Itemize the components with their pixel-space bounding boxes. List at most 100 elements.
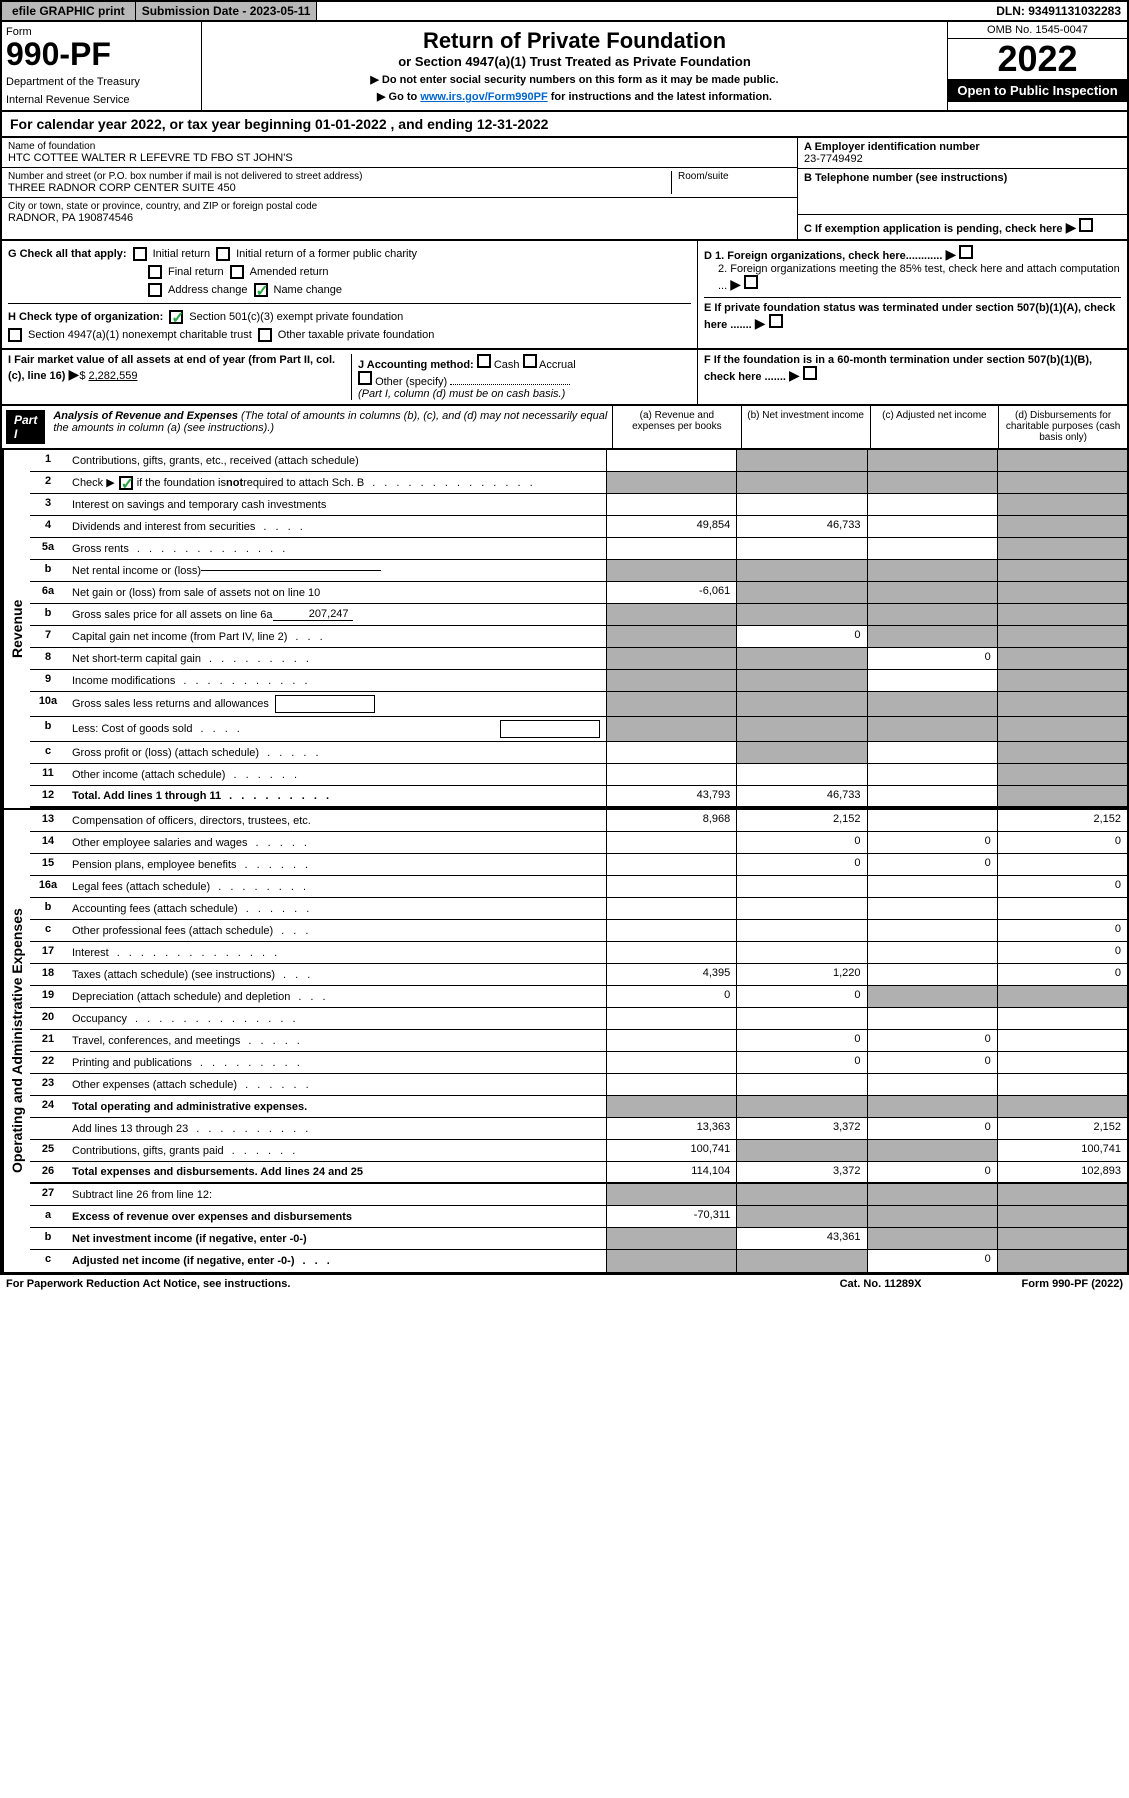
g-name-checkbox[interactable] bbox=[254, 283, 268, 297]
d1-checkbox[interactable] bbox=[959, 245, 973, 259]
r26-a: 114,104 bbox=[606, 1162, 736, 1182]
h-label: H Check type of organization: bbox=[8, 311, 163, 323]
line-10b: Less: Cost of goods sold. . . . bbox=[66, 717, 606, 741]
r21-c: 0 bbox=[867, 1030, 997, 1051]
c-label: C If exemption application is pending, c… bbox=[804, 223, 1063, 235]
form-header: Form 990-PF Department of the Treasury I… bbox=[0, 22, 1129, 112]
phone-label: B Telephone number (see instructions) bbox=[804, 172, 1121, 184]
r25-a: 100,741 bbox=[606, 1140, 736, 1161]
r18-b: 1,220 bbox=[736, 964, 866, 985]
r24-d: 2,152 bbox=[997, 1118, 1127, 1139]
pra-notice: For Paperwork Reduction Act Notice, see … bbox=[6, 1278, 290, 1290]
line-6b: Gross sales price for all assets on line… bbox=[66, 604, 606, 625]
r12-a: 43,793 bbox=[606, 786, 736, 806]
revenue-section: Revenue 1Contributions, gifts, grants, e… bbox=[0, 450, 1129, 810]
i-label: I Fair market value of all assets at end… bbox=[8, 354, 335, 382]
h-4947-checkbox[interactable] bbox=[8, 328, 22, 342]
r24-a: 13,363 bbox=[606, 1118, 736, 1139]
part1-title: Analysis of Revenue and Expenses bbox=[53, 410, 238, 422]
line-14: Other employee salaries and wages. . . .… bbox=[66, 832, 606, 853]
col-a-header: (a) Revenue and expenses per books bbox=[612, 406, 741, 448]
g-final-checkbox[interactable] bbox=[148, 265, 162, 279]
r14-b: 0 bbox=[736, 832, 866, 853]
open-public-badge: Open to Public Inspection bbox=[948, 79, 1127, 102]
h-other-checkbox[interactable] bbox=[258, 328, 272, 342]
r15-c: 0 bbox=[867, 854, 997, 875]
d2-checkbox[interactable] bbox=[744, 275, 758, 289]
line-27a: Excess of revenue over expenses and disb… bbox=[66, 1206, 606, 1227]
g-name-label: Name change bbox=[274, 284, 343, 296]
f-label: F If the foundation is in a 60-month ter… bbox=[704, 354, 1092, 383]
page-footer: For Paperwork Reduction Act Notice, see … bbox=[0, 1274, 1129, 1293]
g-initial-former-checkbox[interactable] bbox=[216, 247, 230, 261]
line-4: Dividends and interest from securities. … bbox=[66, 516, 606, 537]
r14-c: 0 bbox=[867, 832, 997, 853]
line-16c: Other professional fees (attach schedule… bbox=[66, 920, 606, 941]
efile-bar: efile GRAPHIC print Submission Date - 20… bbox=[0, 0, 1129, 22]
line-9: Income modifications. . . . . . . . . . … bbox=[66, 670, 606, 691]
r24-c: 0 bbox=[867, 1118, 997, 1139]
room-label: Room/suite bbox=[678, 171, 791, 182]
c-checkbox[interactable] bbox=[1079, 218, 1093, 232]
submission-date: Submission Date - 2023-05-11 bbox=[136, 2, 318, 20]
h-501c3-label: Section 501(c)(3) exempt private foundat… bbox=[189, 311, 403, 323]
ein-value: 23-7749492 bbox=[804, 153, 1121, 165]
line-3: Interest on savings and temporary cash i… bbox=[66, 494, 606, 515]
j-accrual-checkbox[interactable] bbox=[523, 354, 537, 368]
line-15: Pension plans, employee benefits. . . . … bbox=[66, 854, 606, 875]
r4-a: 49,854 bbox=[606, 516, 736, 537]
r26-d: 102,893 bbox=[997, 1162, 1127, 1182]
col-b-header: (b) Net investment income bbox=[741, 406, 870, 448]
line-5b: Net rental income or (loss) bbox=[66, 560, 606, 581]
r18-a: 4,395 bbox=[606, 964, 736, 985]
schb-checkbox[interactable] bbox=[119, 476, 133, 490]
g-final-label: Final return bbox=[168, 266, 224, 278]
efile-print-button[interactable]: efile GRAPHIC print bbox=[2, 2, 136, 20]
g-label: G Check all that apply: bbox=[8, 248, 127, 260]
line-19: Depreciation (attach schedule) and deple… bbox=[66, 986, 606, 1007]
j-other-checkbox[interactable] bbox=[358, 371, 372, 385]
calendar-year-row: For calendar year 2022, or tax year begi… bbox=[0, 112, 1129, 138]
ssn-note: ▶ Do not enter social security numbers o… bbox=[208, 73, 941, 86]
r12-b: 46,733 bbox=[736, 786, 866, 806]
r26-b: 3,372 bbox=[736, 1162, 866, 1182]
r8-c: 0 bbox=[867, 648, 997, 669]
dept-treasury: Department of the Treasury bbox=[6, 76, 197, 88]
f-checkbox[interactable] bbox=[803, 366, 817, 380]
d1-label: D 1. Foreign organizations, check here..… bbox=[704, 250, 942, 262]
line-10a: Gross sales less returns and allowances bbox=[66, 692, 606, 716]
g-addr-checkbox[interactable] bbox=[148, 283, 162, 297]
r22-b: 0 bbox=[736, 1052, 866, 1073]
r6a-a: -6,061 bbox=[606, 582, 736, 603]
h-501c3-checkbox[interactable] bbox=[169, 310, 183, 324]
checks-i-j-f: I Fair market value of all assets at end… bbox=[0, 350, 1129, 406]
form-title: Return of Private Foundation bbox=[208, 28, 941, 54]
line-24b: Add lines 13 through 23. . . . . . . . .… bbox=[66, 1118, 606, 1139]
e-checkbox[interactable] bbox=[769, 314, 783, 328]
r27a-a: -70,311 bbox=[606, 1206, 736, 1227]
city-label: City or town, state or province, country… bbox=[8, 201, 791, 212]
r27b-b: 43,361 bbox=[736, 1228, 866, 1249]
form-ref: Form 990-PF (2022) bbox=[1022, 1278, 1123, 1290]
ein-label: A Employer identification number bbox=[804, 141, 1121, 153]
form-number: 990-PF bbox=[6, 38, 197, 70]
j-cash-checkbox[interactable] bbox=[477, 354, 491, 368]
g-initial-label: Initial return bbox=[153, 248, 210, 260]
irs-link[interactable]: www.irs.gov/Form990PF bbox=[420, 91, 547, 103]
line-21: Travel, conferences, and meetings. . . .… bbox=[66, 1030, 606, 1051]
r13-d: 2,152 bbox=[997, 810, 1127, 831]
r14-d: 0 bbox=[997, 832, 1127, 853]
expenses-sidebar: Operating and Administrative Expenses bbox=[2, 810, 30, 1272]
r25-d: 100,741 bbox=[997, 1140, 1127, 1161]
form-subtitle: or Section 4947(a)(1) Trust Treated as P… bbox=[208, 54, 941, 69]
g-initial-checkbox[interactable] bbox=[133, 247, 147, 261]
g-amended-checkbox[interactable] bbox=[230, 265, 244, 279]
part1-label: Part I bbox=[6, 410, 45, 444]
line-26: Total expenses and disbursements. Add li… bbox=[66, 1162, 606, 1182]
line-7: Capital gain net income (from Part IV, l… bbox=[66, 626, 606, 647]
street-address: THREE RADNOR CORP CENTER SUITE 450 bbox=[8, 182, 671, 194]
r13-a: 8,968 bbox=[606, 810, 736, 831]
line-27c: Adjusted net income (if negative, enter … bbox=[66, 1250, 606, 1272]
part1-header: Part I Analysis of Revenue and Expenses … bbox=[0, 406, 1129, 450]
j-note: (Part I, column (d) must be on cash basi… bbox=[358, 388, 565, 400]
